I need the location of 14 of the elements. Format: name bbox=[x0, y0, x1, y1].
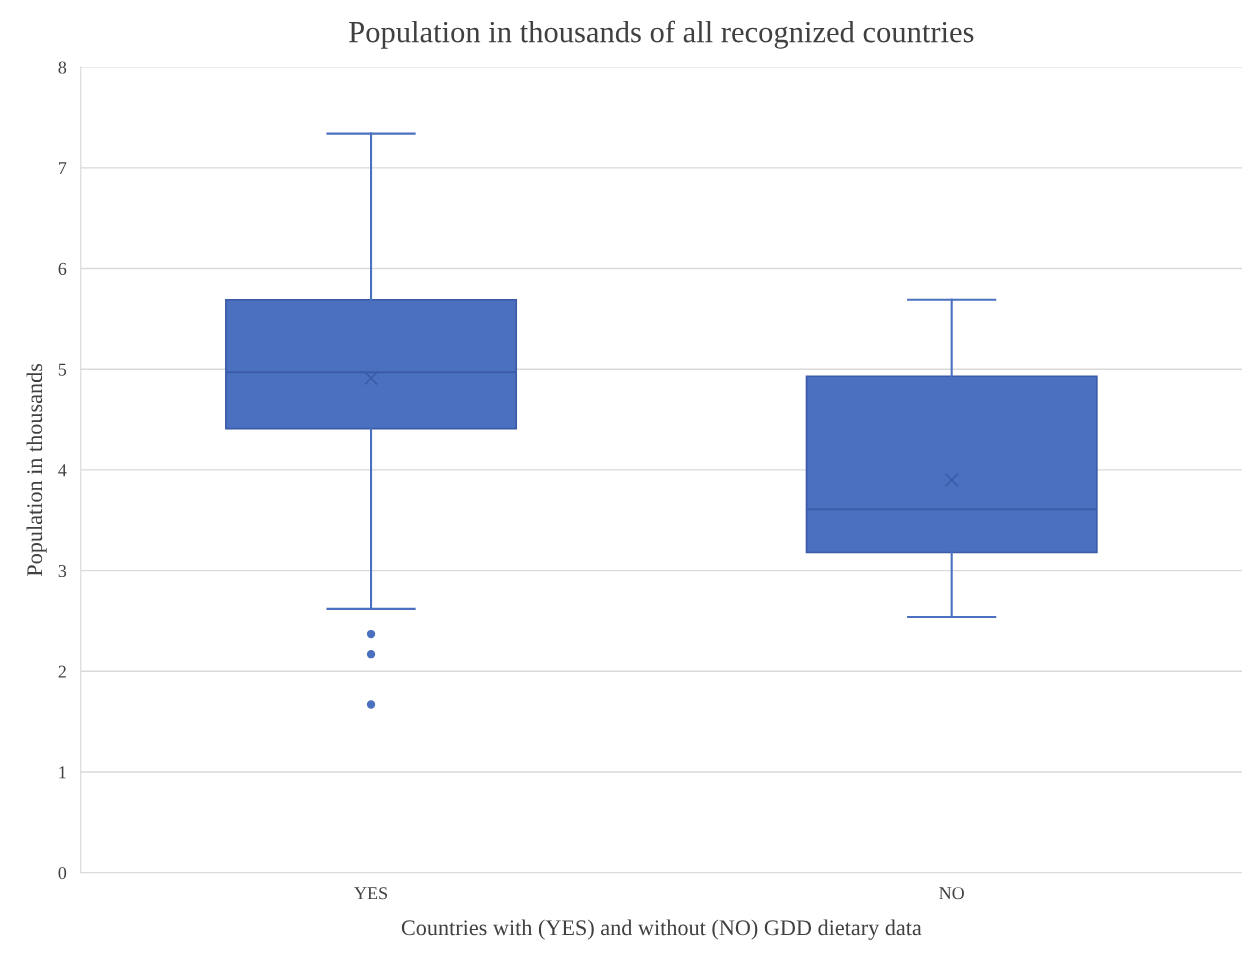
y-axis-title: Population in thousands bbox=[26, 363, 47, 577]
y-tick-label: 5 bbox=[58, 363, 67, 376]
x-axis-title: Countries with (YES) and without (NO) GDD dietary data bbox=[401, 919, 922, 940]
y-tick-label: 6 bbox=[58, 262, 67, 275]
y-tick-label: 7 bbox=[59, 162, 67, 175]
y-tick-label: 2 bbox=[58, 665, 66, 678]
x-tick-label: NO bbox=[939, 887, 964, 900]
y-tick-label: 0 bbox=[58, 866, 67, 880]
y-tick-label: 8 bbox=[58, 61, 67, 74]
x-tick-label: YES bbox=[354, 887, 387, 900]
y-tick-label: 3 bbox=[58, 564, 67, 578]
chart-title: Population in thousands of all recognized countries bbox=[349, 20, 974, 49]
y-tick-label: 4 bbox=[58, 464, 67, 477]
y-tick-label: 1 bbox=[59, 766, 66, 779]
